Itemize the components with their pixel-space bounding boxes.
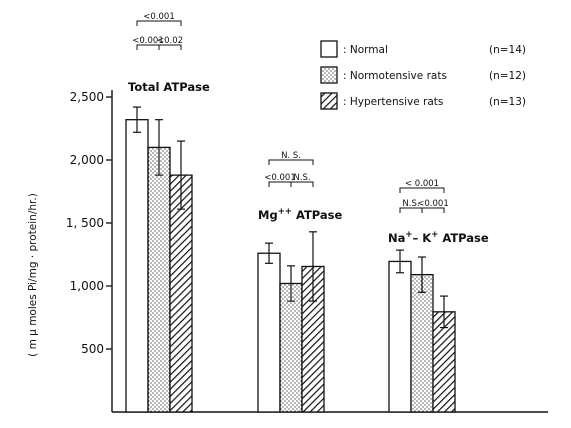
y-tick-label: 1,000: [70, 279, 104, 293]
sig-label-right: <0.001: [417, 199, 448, 209]
legend-n: (n=14): [489, 44, 526, 56]
y-tick-label: 2,500: [70, 90, 104, 104]
bar-dots-1: [279, 282, 303, 413]
y-axis-label: ( m μ moles Pi/mg · protein/hr.): [27, 193, 39, 357]
group-label: Na+– K+ ATPase: [388, 230, 489, 245]
y-tick-label: 1, 500: [66, 216, 104, 230]
legend-swatch-dots: [320, 66, 338, 84]
sig-bracket-right: [421, 207, 445, 213]
sig-label-overall: < 0.001: [405, 179, 439, 189]
sig-label-right: <0.02: [157, 36, 183, 46]
bar-white-1: [257, 252, 281, 413]
legend-label: : Normotensive rats: [343, 70, 447, 82]
error-bars: [133, 106, 448, 329]
sig-label-left: N.S.: [402, 199, 419, 209]
legend-label: : Hypertensive rats: [343, 96, 443, 108]
bar-dots-2: [410, 274, 434, 413]
bar-hatch-0: [169, 174, 193, 413]
sig-label-left: <0.001: [264, 173, 295, 183]
sig-label-left: <0.001: [132, 36, 163, 46]
group-label: Total ATPase: [128, 80, 210, 94]
group-labels: Total ATPase Mg++ ATPase Na+– K+ ATPase: [128, 80, 489, 245]
sig-label-right: N.S.: [293, 173, 310, 183]
sig-bracket-overall: [399, 187, 445, 193]
legend-swatch-hatch: [320, 92, 338, 110]
sig-bracket-overall: [136, 20, 182, 26]
legend-n: (n=12): [489, 70, 526, 82]
sig-bracket-right: [158, 44, 182, 50]
legend-label: : Normal: [343, 44, 388, 56]
y-tick-label: 2,000: [70, 153, 104, 167]
sig-bracket-right: [290, 181, 314, 187]
bar-white-0: [125, 119, 149, 413]
legend-n: (n=13): [489, 96, 526, 108]
sig-bracket-overall: [268, 159, 314, 165]
y-tick-label: 500: [81, 342, 104, 356]
y-axis-ticks: 500 1,000 1, 500 2,000 2,500: [66, 90, 112, 356]
bar-dots-0: [147, 146, 171, 413]
legend-swatch-white: [320, 40, 338, 58]
sig-label-overall: <0.001: [143, 12, 174, 22]
group-label: Mg++ ATPase: [258, 207, 343, 222]
sig-label-overall: N. S.: [281, 151, 301, 161]
legend: : Normal (n=14) : Normotensive rats (n=12):…: [320, 40, 526, 110]
bar-white-2: [388, 260, 412, 413]
